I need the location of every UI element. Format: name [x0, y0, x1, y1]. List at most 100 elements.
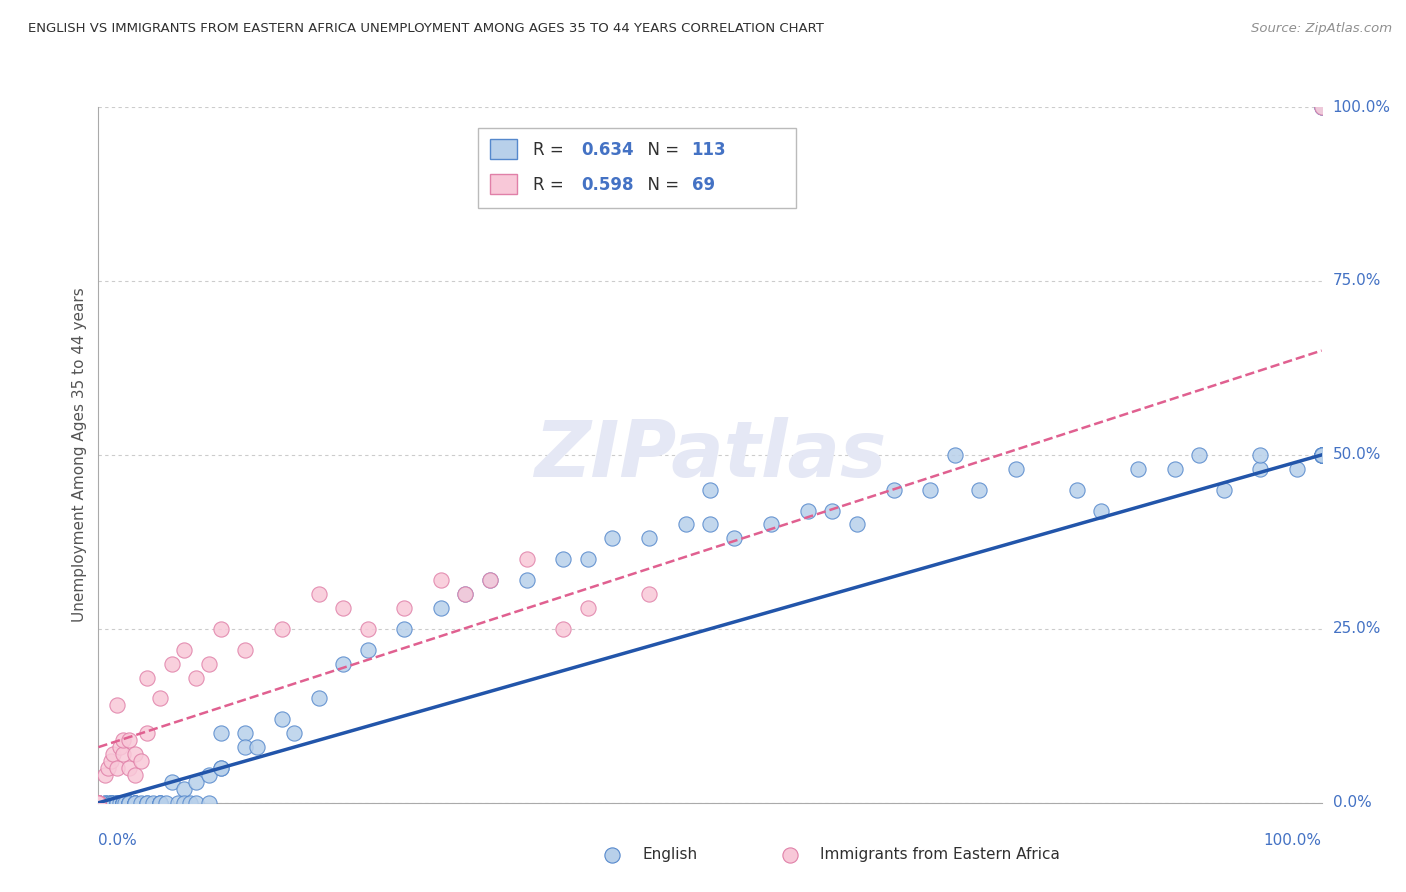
Point: [118, 796, 141, 810]
Point: [186, 775, 208, 789]
Point: [515, 573, 537, 587]
Point: [87, 796, 110, 810]
Point: [142, 796, 165, 810]
Point: [308, 587, 330, 601]
Point: [93, 768, 115, 782]
Point: [1249, 462, 1271, 476]
Point: [136, 796, 159, 810]
Text: 69: 69: [692, 176, 714, 194]
Point: [173, 796, 195, 810]
Point: [118, 796, 141, 810]
Point: [1310, 100, 1333, 114]
Point: [1310, 448, 1333, 462]
Point: [87, 796, 110, 810]
Point: [173, 781, 195, 796]
Point: [149, 691, 172, 706]
Point: [87, 796, 110, 810]
Point: [1066, 483, 1088, 497]
Point: [576, 552, 599, 566]
Point: [87, 796, 110, 810]
Point: [110, 796, 132, 810]
Point: [118, 733, 141, 747]
Text: R =: R =: [533, 141, 568, 159]
Point: [1128, 462, 1150, 476]
Point: [87, 796, 110, 810]
Point: [100, 796, 122, 810]
Point: [779, 847, 801, 862]
Point: [105, 796, 128, 810]
Point: [233, 740, 256, 755]
Point: [430, 601, 453, 615]
Point: [87, 796, 110, 810]
Text: ZIPatlas: ZIPatlas: [534, 417, 886, 493]
Point: [1310, 448, 1333, 462]
Point: [101, 747, 124, 761]
Point: [1310, 448, 1333, 462]
Point: [1310, 448, 1333, 462]
Point: [129, 754, 152, 768]
Point: [197, 796, 219, 810]
Point: [209, 622, 232, 636]
Point: [308, 691, 330, 706]
Point: [87, 796, 110, 810]
Point: [110, 740, 132, 755]
Point: [430, 573, 453, 587]
Point: [1310, 100, 1333, 114]
FancyBboxPatch shape: [489, 174, 517, 194]
Point: [1310, 448, 1333, 462]
Point: [124, 747, 146, 761]
Point: [179, 796, 201, 810]
Point: [197, 657, 219, 671]
Point: [129, 796, 152, 810]
Point: [87, 796, 110, 810]
Point: [270, 622, 294, 636]
Text: Immigrants from Eastern Africa: Immigrants from Eastern Africa: [820, 847, 1060, 863]
Point: [124, 796, 146, 810]
Text: ENGLISH VS IMMIGRANTS FROM EASTERN AFRICA UNEMPLOYMENT AMONG AGES 35 TO 44 YEARS: ENGLISH VS IMMIGRANTS FROM EASTERN AFRIC…: [28, 22, 824, 36]
Point: [186, 796, 208, 810]
Point: [233, 642, 256, 657]
Point: [111, 733, 134, 747]
Point: [515, 552, 537, 566]
Point: [87, 796, 110, 810]
Point: [124, 768, 146, 782]
Point: [1249, 448, 1271, 462]
FancyBboxPatch shape: [489, 139, 517, 159]
Point: [797, 503, 820, 517]
Text: 75.0%: 75.0%: [1333, 274, 1381, 288]
Point: [87, 796, 110, 810]
Point: [149, 796, 172, 810]
Point: [478, 573, 501, 587]
Point: [1164, 462, 1187, 476]
Point: [1090, 503, 1112, 517]
Point: [124, 796, 146, 810]
FancyBboxPatch shape: [478, 128, 796, 208]
Point: [1310, 448, 1333, 462]
Point: [87, 796, 110, 810]
Point: [87, 796, 110, 810]
Point: [160, 775, 183, 789]
Point: [356, 642, 378, 657]
Point: [920, 483, 942, 497]
Point: [821, 503, 844, 517]
Point: [105, 698, 128, 713]
Text: English: English: [643, 847, 697, 863]
Text: 50.0%: 50.0%: [1333, 448, 1381, 462]
Point: [1310, 100, 1333, 114]
Point: [87, 796, 110, 810]
Point: [87, 796, 110, 810]
Point: [87, 796, 110, 810]
Point: [149, 796, 172, 810]
Point: [209, 761, 232, 775]
Point: [93, 796, 115, 810]
Point: [270, 712, 294, 726]
Point: [1212, 483, 1234, 497]
Point: [100, 754, 122, 768]
Text: 113: 113: [692, 141, 727, 159]
Point: [87, 796, 110, 810]
Point: [111, 796, 134, 810]
Point: [699, 483, 721, 497]
Point: [136, 726, 159, 740]
Point: [114, 796, 136, 810]
Point: [1310, 448, 1333, 462]
